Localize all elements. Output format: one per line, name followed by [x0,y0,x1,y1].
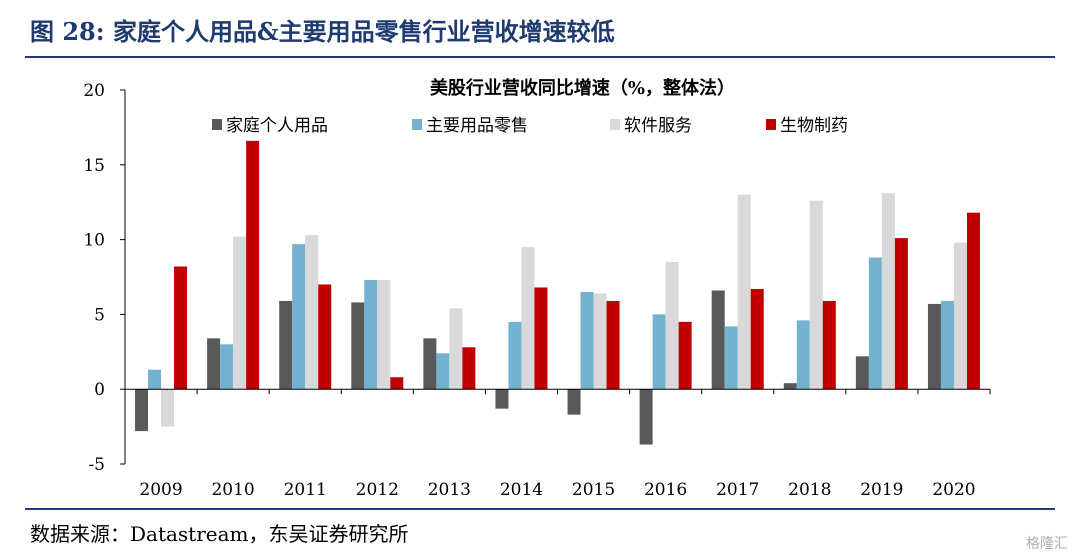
y-tick-label: 20 [83,81,105,101]
legend-swatch [412,119,422,130]
legend-label: 软件服务 [624,116,692,136]
bar [220,344,234,390]
x-tick-label: 2009 [139,480,182,500]
bar [593,293,607,390]
x-tick-label: 2017 [716,480,759,500]
chart-title: 美股行业营收同比增速（%，整体法） [430,77,735,99]
x-tick-label: 2012 [356,480,399,500]
bar [521,247,535,390]
bar [135,389,149,432]
bar [665,262,679,390]
bar [292,244,306,390]
x-tick-label: 2014 [500,480,543,500]
x-tick-label: 2010 [211,480,254,500]
bar [868,257,882,390]
bar [652,314,666,390]
bar [737,194,751,390]
legend-swatch [766,119,776,130]
bar [894,238,908,390]
source-note: 数据来源：Datastream，东吴证券研究所 [30,522,409,546]
legend: 家庭个人用品 主要用品零售 软件服务 生物制药 [212,116,848,136]
bar [318,284,332,390]
bar [495,389,509,409]
bar [796,320,810,390]
watermark: 格隆汇 [1026,536,1068,552]
top-rule [25,56,1055,58]
bars [135,140,980,445]
bar [881,193,895,390]
x-tick-label: 2015 [572,480,615,500]
x-tick-label: 2019 [860,480,903,500]
bar [305,235,319,390]
bar [855,356,869,390]
bar [148,369,162,390]
bar [606,300,620,390]
bar [508,321,522,390]
figure-title: 图 28: 家庭个人用品&主要用品零售行业营收增速较低 [30,17,615,46]
bar [377,279,391,390]
legend-swatch [610,119,620,130]
bottom-rule [25,508,1055,510]
x-tick-label: 2018 [788,480,831,500]
x-axis: 2009 2010 2011 2012 2013 2014 2015 2016 2017 2018… [124,388,991,500]
bar [927,303,941,390]
bar [750,288,764,390]
bar [390,377,404,390]
x-tick-label: 2016 [644,480,687,500]
bar [161,389,175,427]
bar [207,338,221,390]
bar [953,242,967,390]
bar [940,300,954,390]
bar [783,383,797,390]
y-axis: -5 0 5 10 15 20 [83,81,126,475]
bar [449,308,463,390]
legend-swatch [212,119,222,130]
y-tick-label: 0 [94,380,105,400]
bar [279,300,293,390]
bar [822,300,836,390]
bar [462,347,476,390]
bar [233,236,247,390]
legend-label: 主要用品零售 [426,116,528,136]
y-tick-label: 15 [83,156,105,176]
bar [966,212,980,390]
bar [567,389,581,415]
bar [174,266,188,390]
x-tick-label: 2020 [932,480,975,500]
x-tick-label: 2013 [428,480,471,500]
x-tick-label: 2011 [284,480,327,500]
legend-label: 生物制药 [780,116,848,136]
bar [580,291,594,390]
bar [809,200,823,390]
bar [351,302,365,390]
y-tick-label: -5 [88,455,105,475]
bar [423,338,437,390]
bar [534,287,548,390]
bar [639,389,653,445]
bar [436,353,450,390]
y-tick-label: 10 [83,231,105,251]
bar [246,140,260,390]
bar [711,290,725,390]
bar [678,321,692,390]
bar [724,326,738,390]
y-tick-label: 5 [94,305,105,325]
bar [364,279,378,390]
legend-label: 家庭个人用品 [226,116,328,136]
